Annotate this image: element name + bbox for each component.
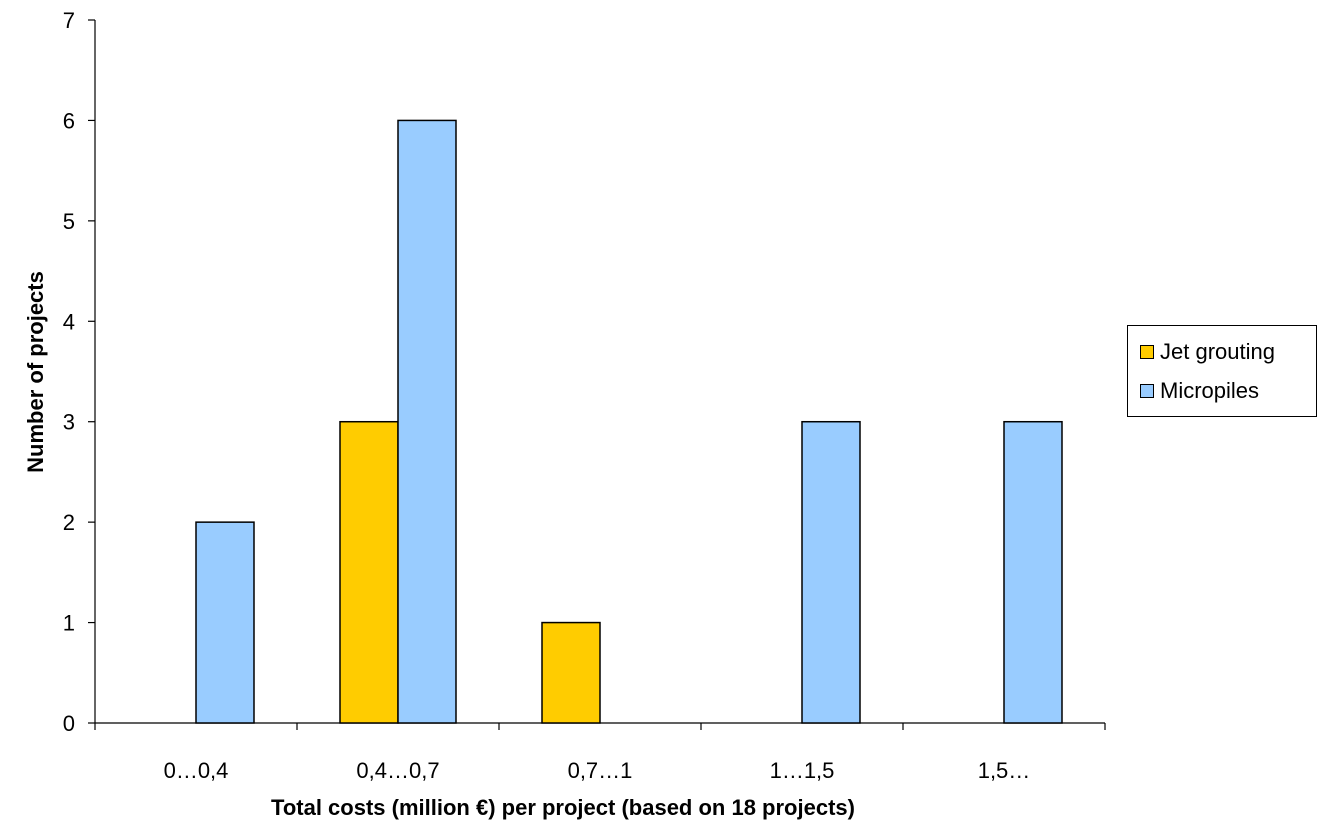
bar-jet-grouting bbox=[339, 420, 399, 724]
bar-micropiles bbox=[1003, 420, 1063, 724]
bars bbox=[195, 119, 1063, 724]
x-tick-label: 0,7…1 bbox=[568, 758, 633, 783]
y-axis-title: Number of projects bbox=[23, 271, 48, 473]
legend-label: Micropiles bbox=[1160, 378, 1260, 403]
x-tick-label: 0,4…0,7 bbox=[356, 758, 439, 783]
bar-micropiles bbox=[801, 420, 861, 724]
y-tick-label: 0 bbox=[63, 711, 75, 736]
legend-swatch-jet-grouting bbox=[1140, 345, 1154, 359]
legend-label: Jet grouting bbox=[1160, 339, 1275, 364]
legend-item-jet-grouting: Jet grouting bbox=[1140, 339, 1275, 365]
y-tick-label: 6 bbox=[63, 108, 75, 133]
bar-micropiles bbox=[397, 119, 457, 724]
y-tick-label: 2 bbox=[63, 510, 75, 535]
bar-micropiles bbox=[195, 521, 255, 724]
x-tick-label: 1,5… bbox=[978, 758, 1031, 783]
tick-labels: 0 1 2 3 4 5 6 7 0…0,4 0,4…0,7 0,7…1 1…1,5 1,5… bbox=[63, 8, 1031, 783]
legend-item-micropiles: Micropiles bbox=[1140, 378, 1259, 404]
x-tick-label: 1…1,5 bbox=[770, 758, 835, 783]
y-tick-label: 3 bbox=[63, 410, 75, 435]
x-axis-title: Total costs (million €) per project (bas… bbox=[271, 795, 855, 820]
legend-swatch-micropiles bbox=[1140, 384, 1154, 398]
y-tick-label: 5 bbox=[63, 209, 75, 234]
bar-jet-grouting bbox=[541, 621, 601, 724]
y-tick-label: 7 bbox=[63, 8, 75, 33]
y-tick-label: 4 bbox=[63, 309, 75, 334]
x-tick-label: 0…0,4 bbox=[164, 758, 229, 783]
legend: Jet grouting Micropiles bbox=[1127, 325, 1317, 417]
y-tick-label: 1 bbox=[63, 611, 75, 636]
